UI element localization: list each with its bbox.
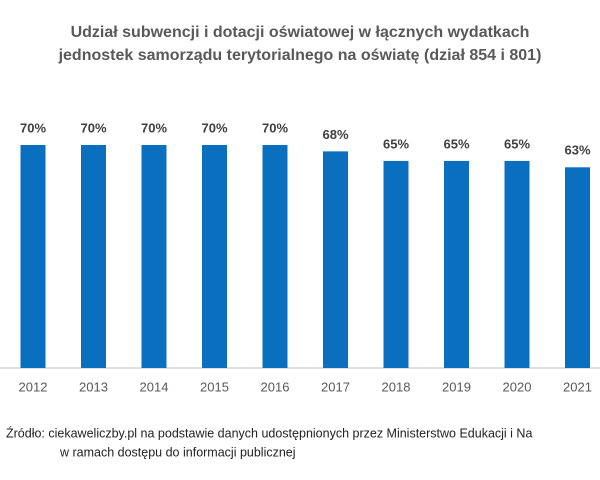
value-label: 70%: [20, 120, 46, 135]
x-tick-label: 2018: [382, 379, 411, 394]
chart-title: jednostek samorządu terytorialnego na oś…: [58, 47, 542, 64]
bar: [383, 160, 409, 368]
source-text: w ramach dostępu do informacji publiczne…: [59, 445, 296, 459]
value-label: 70%: [262, 120, 288, 135]
bar: [323, 151, 348, 368]
bar: [81, 145, 106, 368]
bar: [504, 160, 530, 368]
x-tick-label: 2020: [503, 379, 532, 394]
bar: [444, 160, 469, 368]
x-tick-label: 2019: [442, 379, 471, 394]
x-tick-label: 2014: [140, 379, 169, 394]
value-label: 70%: [141, 120, 167, 135]
x-tick-label: 2021: [563, 379, 592, 394]
x-tick-label: 2012: [19, 379, 48, 394]
x-tick-label: 2015: [200, 379, 229, 394]
bar: [262, 145, 288, 368]
value-label: 65%: [504, 136, 530, 151]
x-tick-label: 2016: [261, 379, 290, 394]
value-label: 63%: [564, 143, 590, 158]
value-label: 65%: [383, 136, 409, 151]
value-label: 68%: [322, 127, 348, 142]
x-tick-label: 2017: [321, 379, 350, 394]
value-label: 70%: [80, 120, 106, 135]
x-tick-label: 2013: [79, 379, 108, 394]
chart-title: Udział subwencji i dotacji oświatowej w …: [71, 24, 530, 41]
bar: [20, 145, 46, 368]
source-text: Źródło: ciekaweliczby.pl na podstawie da…: [6, 425, 532, 440]
value-label: 70%: [201, 120, 227, 135]
bar: [202, 145, 227, 368]
bar: [141, 145, 167, 368]
bar: [565, 167, 590, 368]
value-label: 65%: [443, 136, 469, 151]
